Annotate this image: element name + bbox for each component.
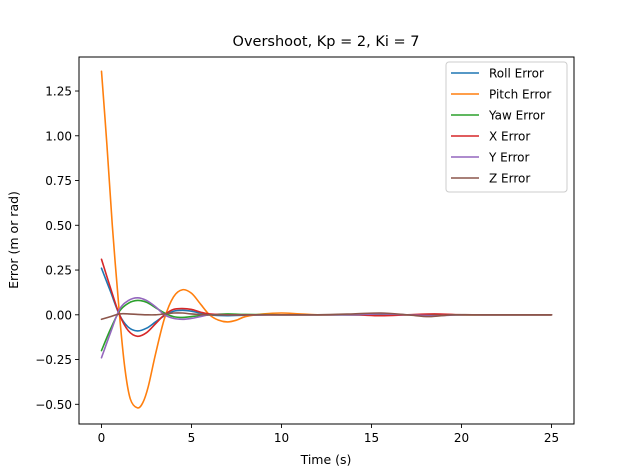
y-tick-label: 1.25	[45, 85, 72, 99]
y-tick-label: 0.00	[45, 308, 72, 322]
x-tick-label: 25	[544, 431, 559, 445]
legend: Roll Error Pitch Error Yaw Error X Error Y E…	[445, 61, 568, 193]
x-tick-label: 0	[98, 431, 106, 445]
legend-entry-label: Y Error	[488, 151, 529, 165]
y-tick-label: −0.25	[35, 353, 72, 367]
y-tick-label: 0.25	[45, 264, 72, 278]
legend-entry-label: X Error	[489, 130, 530, 144]
legend-entry-label: Pitch Error	[489, 88, 551, 102]
plot-area-frame	[78, 56, 575, 425]
y-tick-label: 0.75	[45, 174, 72, 188]
x-axis-label: Time (s)	[300, 452, 352, 467]
x-axis-ticks: 0 5 10 15 20 25	[98, 424, 559, 445]
legend-entry-label: Roll Error	[489, 67, 544, 81]
plot-lines	[100, 70, 553, 409]
x-tick-label: 15	[364, 431, 379, 445]
x-tick-label: 20	[454, 431, 469, 445]
y-tick-label: 0.50	[45, 219, 72, 233]
y-tick-label: −0.50	[35, 398, 72, 412]
y-axis-label: Error (m or rad)	[6, 191, 21, 289]
legend-entry-label: Yaw Error	[488, 109, 545, 123]
legend-entry-label: Z Error	[489, 172, 530, 186]
series-line-z-error	[100, 312, 553, 321]
y-axis-ticks: −0.50 −0.25 0.00 0.25 0.50 0.75 1.00 1.25	[35, 85, 79, 412]
x-tick-label: 10	[274, 431, 289, 445]
x-tick-label: 5	[188, 431, 196, 445]
chart-title: Overshoot, Kp = 2, Ki = 7	[233, 34, 420, 50]
y-tick-label: 1.00	[45, 129, 72, 143]
